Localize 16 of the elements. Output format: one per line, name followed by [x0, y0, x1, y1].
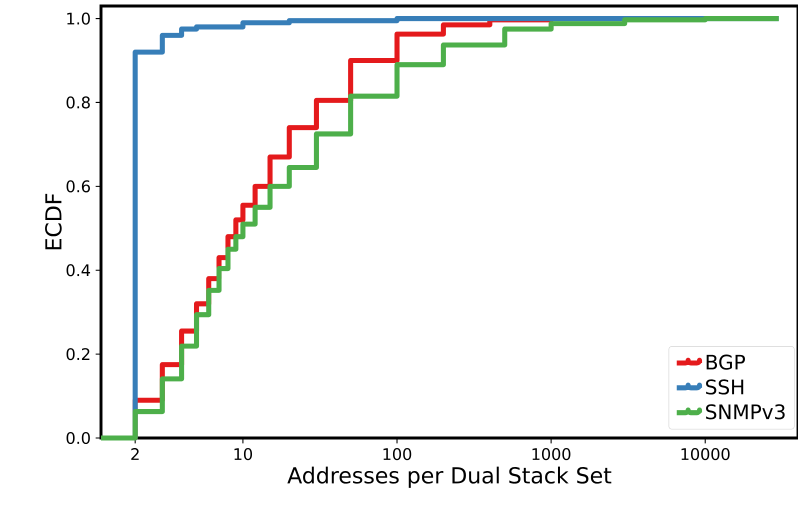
y-tick-label: 0.0	[66, 432, 90, 444]
x-tick-label: 10	[234, 448, 252, 460]
y-tick-label: 1.0	[67, 12, 90, 25]
x-tick-label: 2	[131, 448, 139, 460]
legend-label: SSH	[706, 379, 744, 395]
x-tick-label: 10000	[682, 448, 730, 460]
x-tick-label: 1000	[532, 448, 570, 460]
x-tick-label: 100	[384, 448, 412, 460]
legend-label: BGP	[706, 354, 745, 370]
y-tick-label: 0.6	[66, 180, 90, 192]
y-tick-label: 0.2	[66, 348, 90, 360]
x-axis-title: Addresses per Dual Stack Set	[287, 466, 612, 488]
y-tick-label: 0.4	[66, 264, 90, 276]
y-tick-label: 0.8	[66, 96, 90, 109]
legend-label: SNMPv3	[706, 404, 785, 420]
y-axis-title: ECDF	[45, 194, 62, 250]
